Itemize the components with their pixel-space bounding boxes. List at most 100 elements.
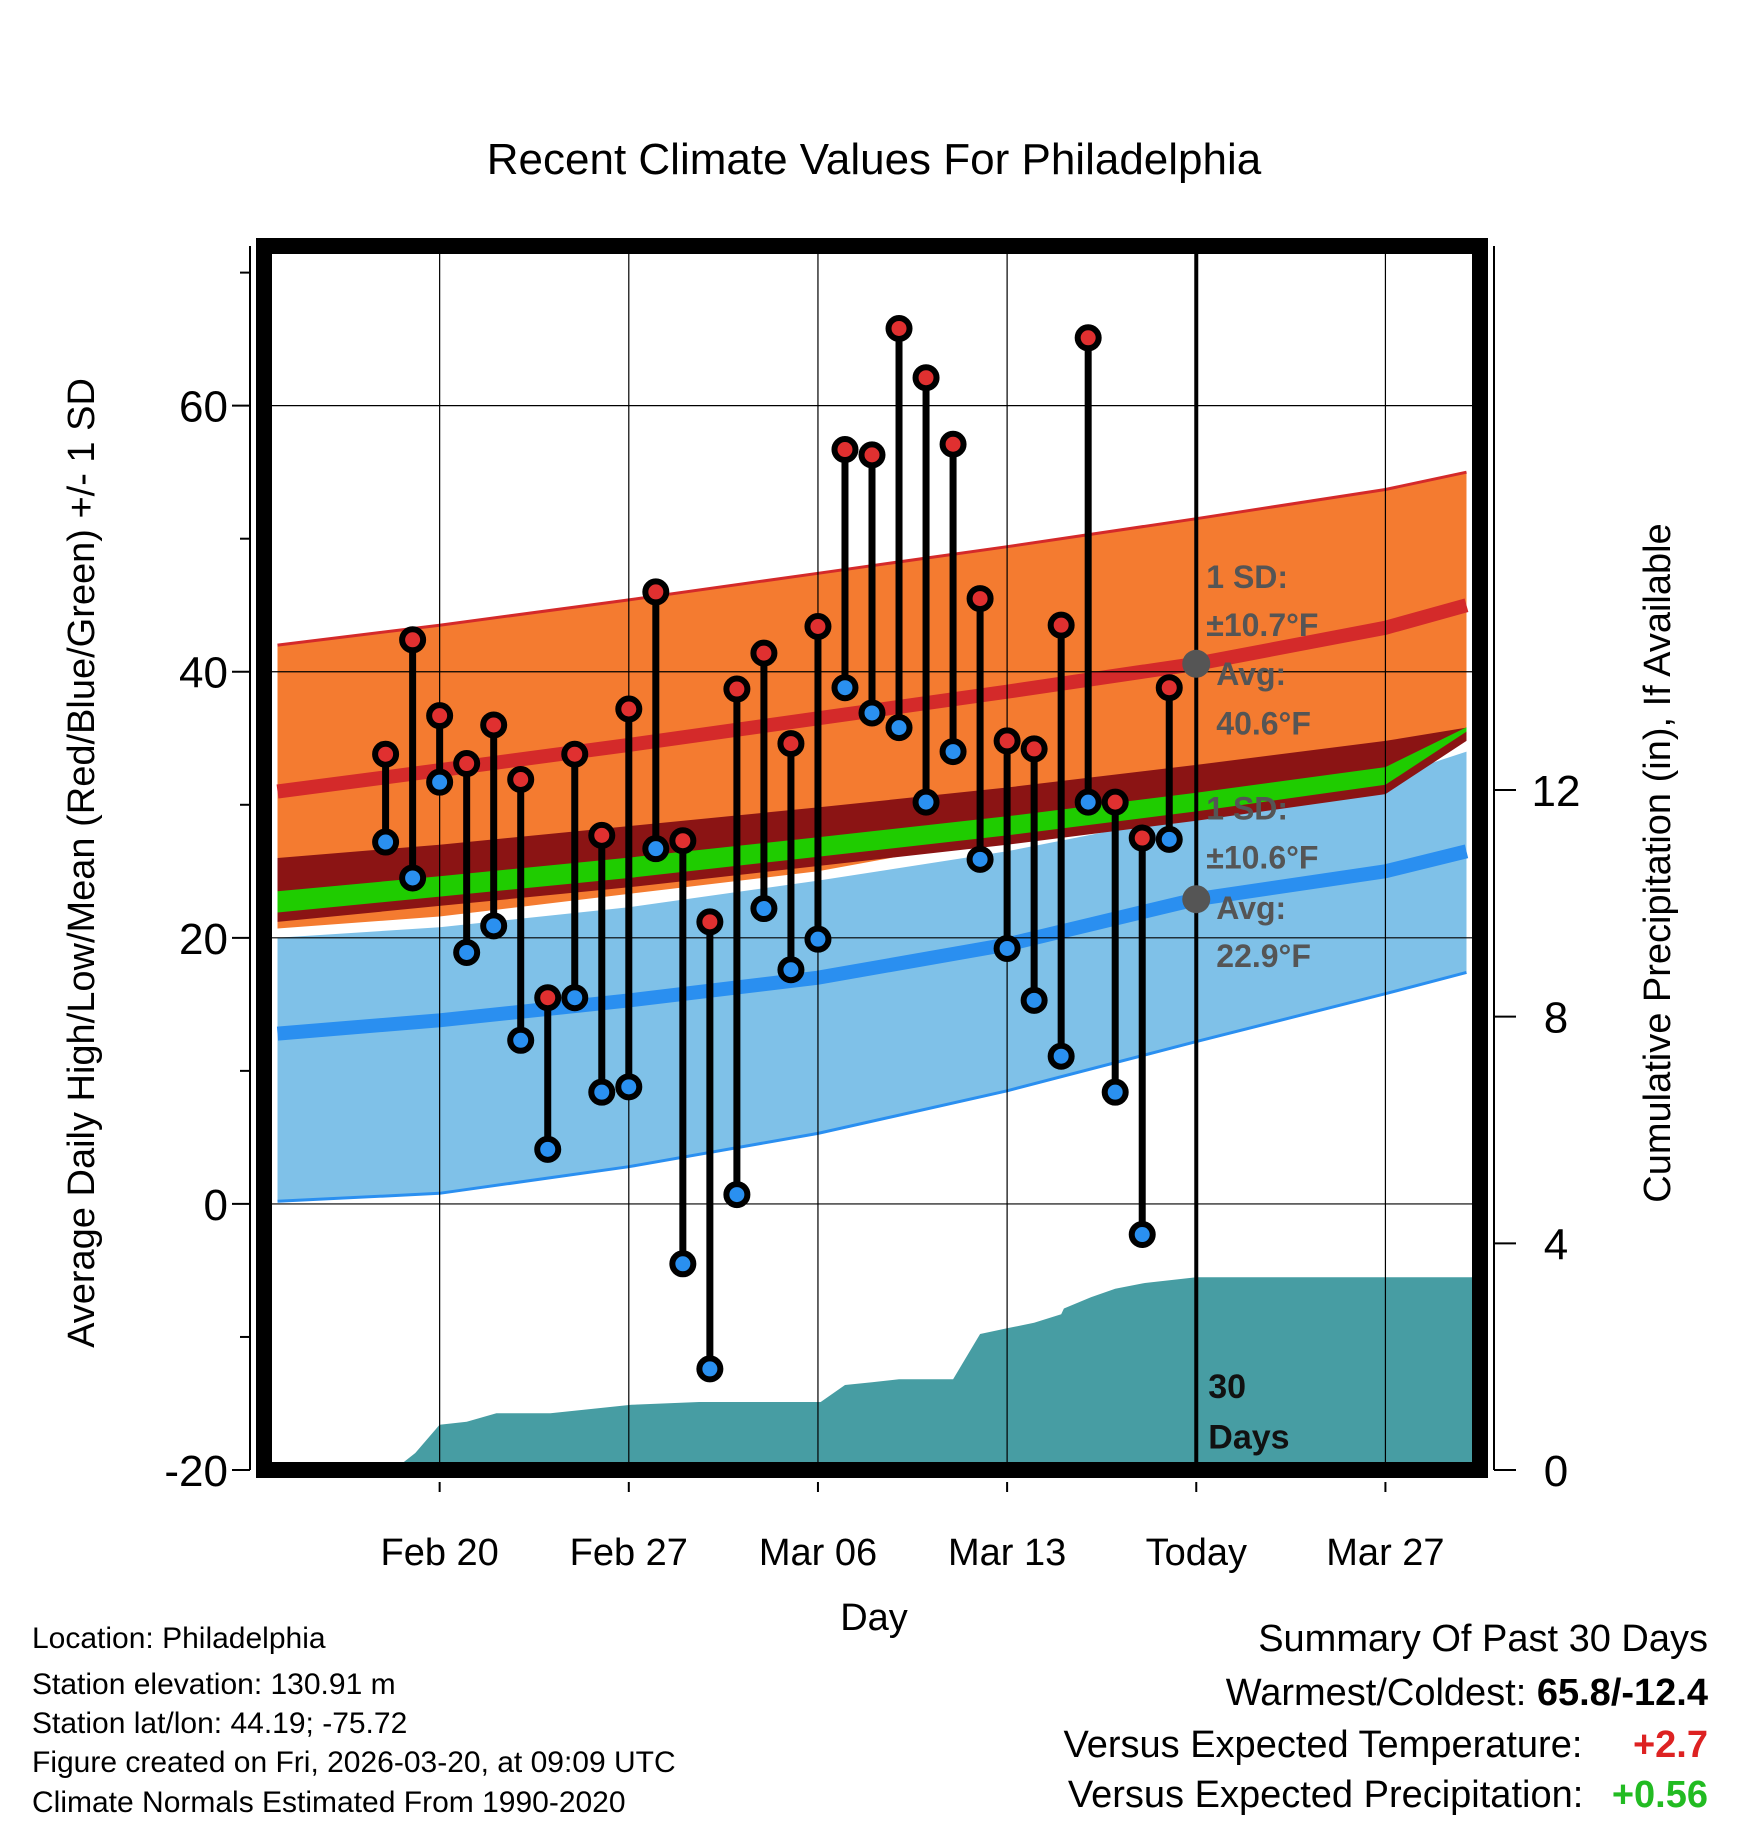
low-avg-marker — [1182, 885, 1211, 914]
high-upper-line — [277, 470, 1467, 647]
daily-high-point — [372, 740, 400, 768]
daily-high-point — [615, 695, 643, 723]
warmest-value: 65.8/-12.4 — [1536, 1672, 1708, 1714]
daily-high-point — [723, 675, 751, 703]
daily-high-point — [912, 364, 940, 392]
high-sd-label: 1 SD: — [1206, 559, 1288, 595]
station-info: Location: Philadelphia — [32, 1622, 326, 1656]
x-tick-label: Today — [1146, 1532, 1247, 1574]
daily-high-point — [426, 702, 454, 730]
low-avg-label: Avg: — [1216, 890, 1286, 926]
daily-low-point — [399, 864, 427, 892]
daily-low-point — [534, 1135, 562, 1163]
daily-low-point — [777, 956, 805, 984]
high-avg-value: 40.6°F — [1216, 705, 1311, 741]
daily-high-point — [858, 441, 886, 469]
elevation-text: Station elevation: 130.91 m — [32, 1668, 396, 1701]
normals-text: Climate Normals Estimated From 1990-2020 — [32, 1786, 626, 1819]
plot-border — [256, 238, 1488, 1478]
daily-low-point — [507, 1026, 535, 1054]
y-tick-label-right: 12 — [1532, 767, 1581, 816]
high-avg-label: Avg: — [1216, 656, 1286, 692]
daily-low-point — [1155, 825, 1183, 853]
daily-low-point — [426, 768, 454, 796]
created-text: Figure created on Fri, 2026-03-20, at 09… — [32, 1746, 676, 1779]
y-axis-label-left: Average Daily High/Low/Mean (Red/Blue/Gr… — [61, 378, 103, 1348]
warmest-label: Warmest/Coldest: — [1225, 1672, 1527, 1714]
days-label-number: 30 — [1208, 1368, 1246, 1406]
daily-high-point — [993, 727, 1021, 755]
location-text: Location: Philadelphia — [32, 1622, 326, 1655]
daily-low-point — [588, 1078, 616, 1106]
daily-high-point — [399, 626, 427, 654]
summary-heading: Summary Of Past 30 Days — [1258, 1618, 1708, 1660]
daily-high-point — [507, 766, 535, 794]
y-axis-label-right: Cumulative Precipitation (in), If Availa… — [1637, 523, 1679, 1202]
x-tick-label: Feb 27 — [570, 1532, 688, 1574]
daily-high-point — [939, 430, 967, 458]
daily-high-point — [696, 908, 724, 936]
daily-low-point — [939, 738, 967, 766]
daily-low-point — [1047, 1042, 1075, 1070]
daily-high-point — [966, 585, 994, 613]
temp-value: +2.7 — [1632, 1724, 1708, 1766]
daily-low-point — [885, 714, 913, 742]
precip-area — [264, 1277, 1480, 1470]
daily-high-point — [831, 436, 859, 464]
daily-high-point — [1047, 611, 1075, 639]
low-sd-value: ±10.6°F — [1206, 840, 1318, 876]
daily-high-point — [534, 984, 562, 1012]
daily-high-point — [642, 578, 670, 606]
daily-low-point — [669, 1250, 697, 1278]
temp-label: Versus Expected Temperature: — [1063, 1724, 1583, 1766]
daily-high-point — [1074, 324, 1102, 352]
daily-low-point — [480, 912, 508, 940]
daily-low-point — [642, 835, 670, 863]
x-tick-label: Mar 06 — [759, 1532, 877, 1574]
daily-low-point — [1128, 1221, 1156, 1249]
days-label-text: Days — [1208, 1419, 1289, 1457]
daily-high-point — [1155, 674, 1183, 702]
daily-low-point — [1101, 1078, 1129, 1106]
daily-high-point — [777, 730, 805, 758]
daily-high-point — [1020, 735, 1048, 763]
y-tick-label-right: 0 — [1544, 1447, 1568, 1496]
daily-low-point — [561, 984, 589, 1012]
y-tick-label-right: 4 — [1544, 1220, 1568, 1269]
y-tick-label-left: 20 — [179, 915, 228, 964]
daily-low-point — [912, 788, 940, 816]
daily-high-point — [1101, 788, 1129, 816]
chart-title: Recent Climate Values For Philadelphia — [487, 135, 1262, 184]
y-tick-label-right: 8 — [1544, 994, 1568, 1043]
y-tick-label-left: -20 — [164, 1447, 228, 1496]
daily-high-point — [480, 711, 508, 739]
summary-warmest: Warmest/Coldest: 65.8/-12.4 — [1226, 1672, 1708, 1715]
daily-low-point — [993, 934, 1021, 962]
precip-value: +0.56 — [1611, 1774, 1708, 1816]
x-tick-label: Mar 13 — [948, 1532, 1066, 1574]
low-lower-line — [277, 970, 1467, 1203]
daily-low-point — [696, 1355, 724, 1383]
daily-low-point — [453, 938, 481, 966]
daily-high-point — [885, 314, 913, 342]
latlon-text: Station lat/lon: 44.19; -75.72 — [32, 1707, 408, 1740]
daily-high-point — [588, 821, 616, 849]
daily-high-point — [750, 639, 778, 667]
plot-area: 1 SD: ±10.7°F Avg: 40.6°F 1 SD: ±10.6°F Avg: 22… — [164, 238, 1581, 1574]
y-tick-label-left: 0 — [204, 1181, 228, 1230]
daily-low-point — [723, 1181, 751, 1209]
daily-high-point — [1128, 824, 1156, 852]
low-avg-value: 22.9°F — [1216, 938, 1311, 974]
daily-high-point — [669, 827, 697, 855]
daily-low-point — [615, 1073, 643, 1101]
daily-high-point — [453, 750, 481, 778]
y-tick-label-left: 40 — [179, 649, 228, 698]
daily-low-point — [966, 845, 994, 873]
summary-temp: Versus Expected Temperature: +2.7 — [1063, 1724, 1708, 1767]
daily-low-point — [858, 699, 886, 727]
daily-low-point — [831, 674, 859, 702]
low-mean-line — [276, 844, 1469, 1041]
high-avg-marker — [1182, 649, 1211, 678]
x-tick-label: Feb 20 — [380, 1532, 498, 1574]
